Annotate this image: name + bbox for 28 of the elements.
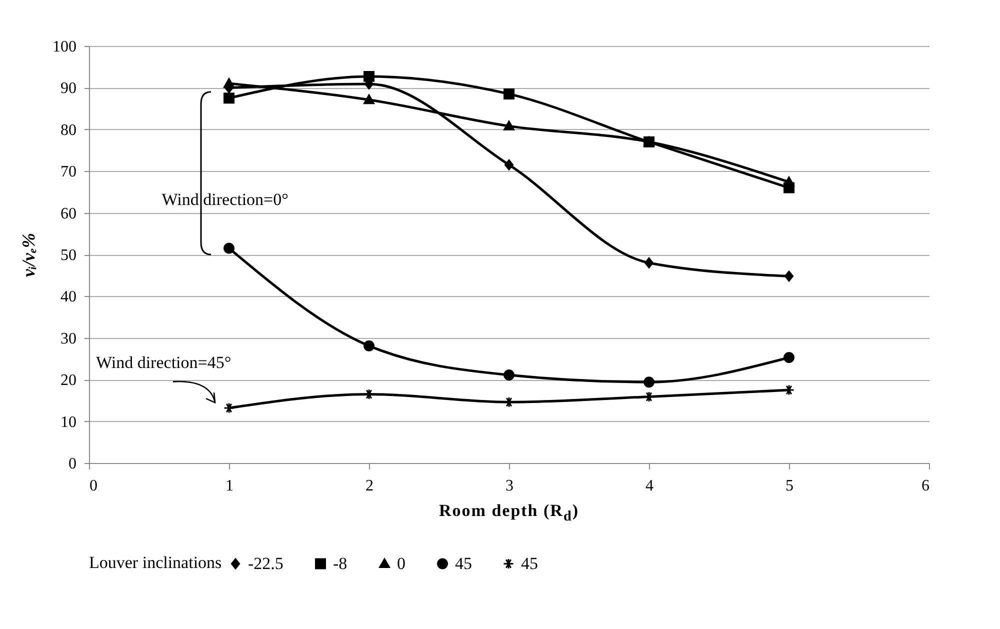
y-tick-label: 0	[68, 456, 76, 472]
y-tick-label: 40	[60, 288, 76, 306]
legend-label: 0	[397, 554, 406, 573]
x-tick-label: 3	[506, 478, 514, 494]
annotation: Wind direction=45°	[96, 352, 232, 372]
legend-label: -8	[333, 554, 348, 573]
legend-label: 45	[521, 554, 538, 573]
y-tick-label: 30	[60, 330, 76, 348]
x-tick-label: 0	[90, 478, 98, 494]
x-tick-label: 1	[226, 478, 234, 494]
y-tick-label: 60	[60, 205, 76, 222]
y-tick-label: 70	[60, 164, 76, 181]
x-tick-label: 6	[922, 478, 930, 494]
y-tick-label: 90	[60, 80, 76, 98]
x-tick-label: 4	[646, 478, 654, 494]
y-tick-label: 80	[60, 122, 76, 139]
y-axis-title: vᵢ/vₑ%	[18, 232, 38, 277]
legend-label: 45	[455, 554, 472, 573]
y-tick-label: 100	[52, 38, 76, 56]
legend-title: Louver inclinations	[89, 553, 222, 572]
x-tick-label: 5	[786, 478, 794, 494]
annotation: Wind direction=0°	[162, 190, 288, 210]
x-tick-label: 2	[366, 478, 374, 494]
x-axis-title: Room depth (R$_{d}$)	[439, 501, 579, 526]
y-tick-label: 50	[60, 247, 76, 264]
legend-label: -22.5	[248, 554, 284, 573]
y-tick-label: 20	[60, 372, 76, 390]
y-tick-label: 10	[60, 414, 76, 431]
